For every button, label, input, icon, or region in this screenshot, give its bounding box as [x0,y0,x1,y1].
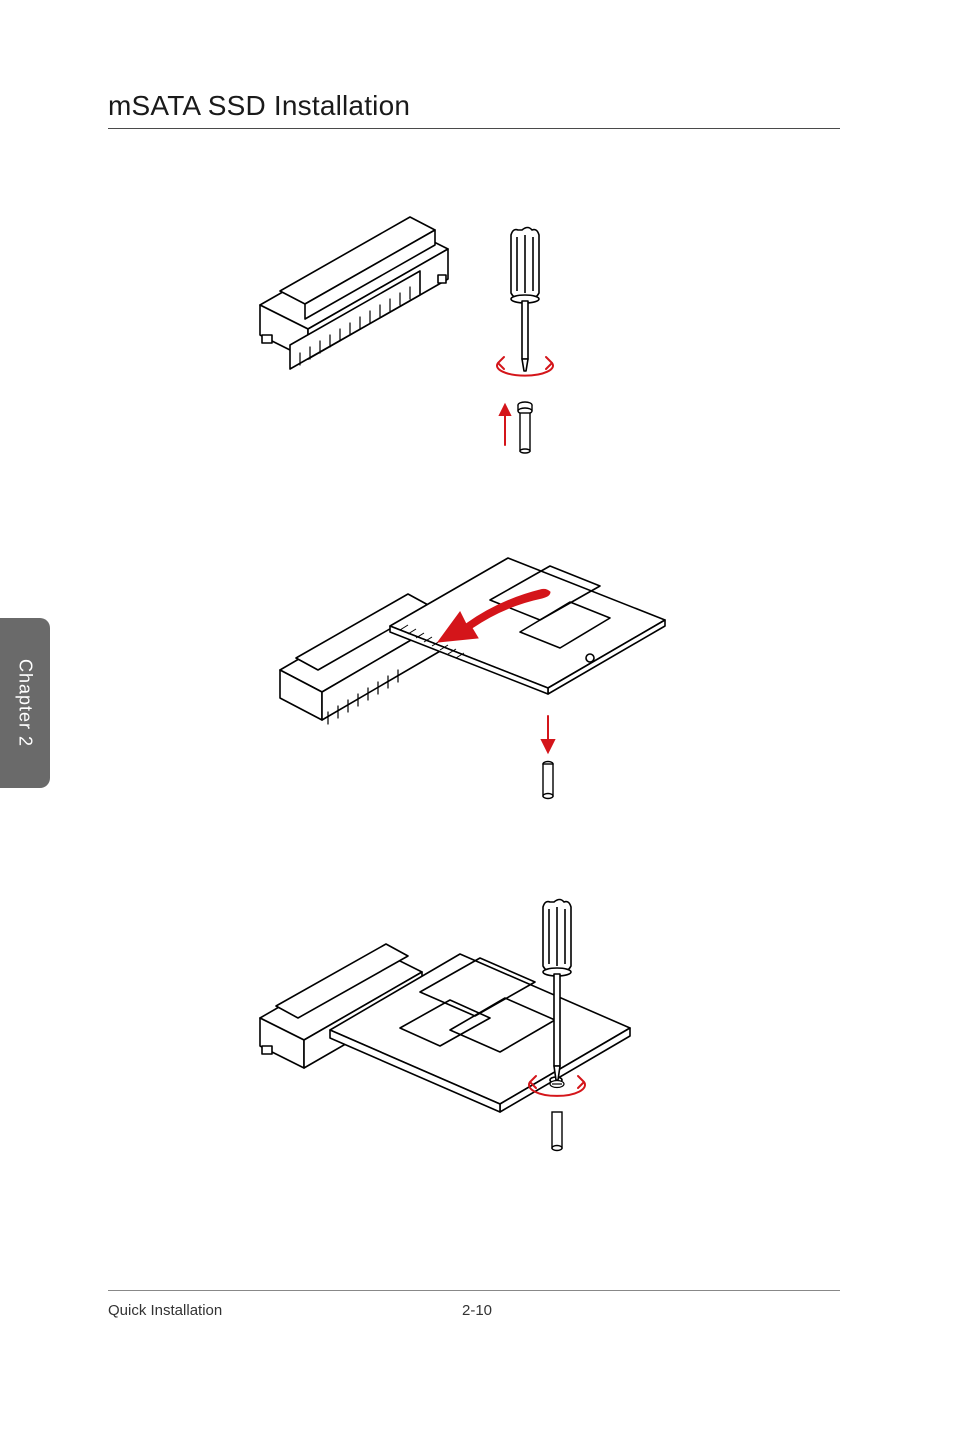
diagram-step-3 [250,880,680,1190]
page-heading: mSATA SSD Installation [108,90,410,122]
diagram-step-1 [250,195,590,475]
footer-rule [108,1290,840,1291]
screwdriver-icon [511,228,539,372]
msata-card-icon [390,558,665,694]
msata-connector-icon [260,217,448,369]
standoff-icon [543,762,553,799]
down-arrow-icon [542,716,554,752]
chapter-tab-label: Chapter 2 [15,659,36,747]
up-arrow-icon [500,405,510,445]
chapter-tab: Chapter 2 [0,618,50,788]
screw-icon [550,1081,564,1088]
diagram-step-2 [270,530,670,810]
standoff-icon [552,1112,562,1151]
standoff-icon [518,402,532,453]
heading-rule [108,128,840,129]
footer-page-number: 2-10 [0,1302,954,1319]
